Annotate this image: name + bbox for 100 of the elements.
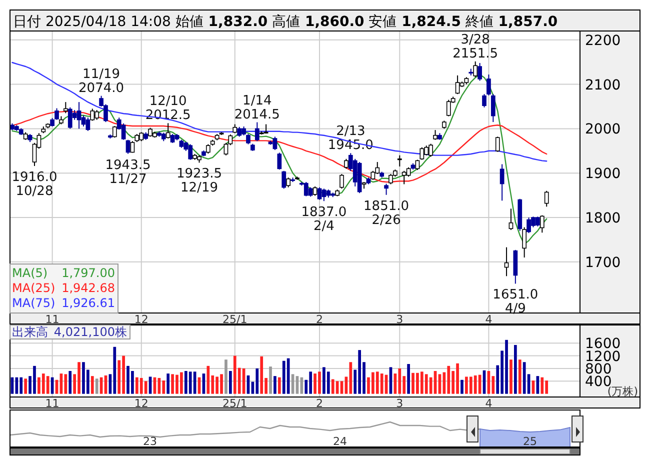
- annotation: 1916.0 10/28: [12, 170, 58, 200]
- bar: [166, 374, 170, 394]
- candlestick: [166, 122, 170, 139]
- y-tick-label: 1700: [585, 254, 621, 271]
- bar: [380, 374, 384, 394]
- candlestick: [282, 170, 286, 190]
- bar: [144, 381, 148, 394]
- annotation: 1851.0 2/26: [364, 198, 410, 228]
- x-tick-label: 12: [134, 397, 148, 410]
- bar: [162, 380, 166, 394]
- bar: [340, 381, 344, 394]
- legend: MA(5) 1,797.00 MA(25) 1,942.68 MA(75) 1,926.61: [10, 264, 118, 314]
- bar: [68, 370, 72, 394]
- candlestick: [112, 126, 117, 138]
- x-tick-label: 2: [316, 313, 323, 326]
- bar: [407, 364, 410, 394]
- bar: [20, 377, 23, 394]
- bar: [24, 378, 28, 394]
- bar: [118, 360, 121, 394]
- y-tick-label: 2100: [585, 77, 621, 94]
- x-tick-label: 23: [143, 435, 157, 448]
- x-tick-label: 4: [485, 313, 492, 326]
- x-tick-label: 3: [396, 313, 404, 326]
- candlestick: [397, 154, 402, 167]
- bar: [522, 362, 526, 394]
- candlestick: [272, 136, 278, 151]
- annotation: 11/19 2074.0: [78, 66, 124, 96]
- candlestick: [121, 122, 126, 140]
- annotation: 1837.0 2/4: [301, 205, 347, 234]
- candlestick: [206, 144, 210, 154]
- chart-title: 日付 2025/04/18 14:08 始値 1,832.0 高値 1,860.0 安値 1,824.5 終値 1,857.0: [13, 14, 558, 30]
- x-tick-label: 24: [333, 435, 347, 448]
- candlestick: [415, 159, 420, 170]
- bar: [274, 376, 276, 394]
- bar: [113, 346, 116, 394]
- candlestick: [495, 136, 500, 152]
- x-tick-label: 11: [45, 397, 60, 410]
- candlestick: [76, 102, 82, 130]
- candlestick: [63, 102, 68, 114]
- bar: [188, 372, 192, 394]
- candlestick: [478, 62, 482, 82]
- bar: [514, 344, 517, 394]
- legend: 出来高 4,021,100株: [10, 324, 130, 340]
- candlestick: [317, 186, 322, 200]
- candlestick: [402, 170, 406, 185]
- bar: [278, 377, 281, 394]
- candlestick: [508, 208, 514, 230]
- annotation: 3/28 2151.5: [452, 32, 498, 62]
- x-tick-label: 11: [45, 313, 60, 326]
- annotation: 1923.5 12/19: [176, 166, 222, 196]
- bar: [474, 375, 477, 394]
- candlestick: [322, 188, 326, 202]
- y-tick-label: 2000: [585, 122, 621, 138]
- x-tick-label: 25/1: [222, 397, 248, 410]
- bar: [336, 381, 339, 394]
- candlestick: [254, 122, 260, 142]
- annotation: 1/14 2014.5: [234, 93, 280, 122]
- x-tick-label: 25: [523, 435, 537, 448]
- candlestick: [500, 164, 504, 202]
- candlestick: [277, 152, 282, 170]
- x-tick-label: 25/1: [222, 313, 248, 326]
- y-tick-label: 1800: [585, 210, 621, 227]
- bar: [447, 366, 450, 394]
- candlestick: [522, 226, 527, 258]
- bar: [424, 374, 428, 394]
- bar: [269, 366, 272, 394]
- bar: [64, 374, 68, 394]
- bar: [460, 380, 464, 394]
- candlestick: [86, 117, 90, 132]
- candlestick: [126, 139, 130, 154]
- bar: [256, 368, 259, 394]
- candlestick: [340, 174, 344, 190]
- bar: [140, 378, 143, 394]
- x-tick-label: 4: [485, 397, 492, 410]
- candlestick: [308, 186, 313, 198]
- x-tick-label: 12: [134, 313, 148, 326]
- candlestick: [90, 108, 95, 122]
- bar: [518, 360, 522, 394]
- bar: [148, 376, 152, 394]
- y-axis-title: (万株): [607, 385, 638, 398]
- candlestick: [286, 177, 290, 188]
- bar: [46, 376, 50, 394]
- bar: [540, 377, 544, 394]
- annotation: 1943.5 11/27: [105, 158, 151, 187]
- candlestick: [473, 60, 478, 78]
- bar: [282, 360, 286, 394]
- candlestick: [455, 74, 460, 95]
- annotation: 12/10 2012.5: [145, 94, 191, 124]
- bar: [206, 366, 210, 394]
- candlestick: [312, 186, 318, 196]
- candlestick: [81, 114, 86, 127]
- x-tick-label: 3: [396, 397, 404, 410]
- y-tick-label: 2200: [585, 32, 621, 49]
- candlestick: [433, 130, 438, 140]
- bar: [510, 360, 512, 394]
- candlestick: [384, 183, 388, 196]
- bar: [95, 378, 98, 394]
- bar: [229, 370, 232, 394]
- candlestick: [540, 214, 544, 234]
- y-tick-label: 1900: [585, 166, 621, 182]
